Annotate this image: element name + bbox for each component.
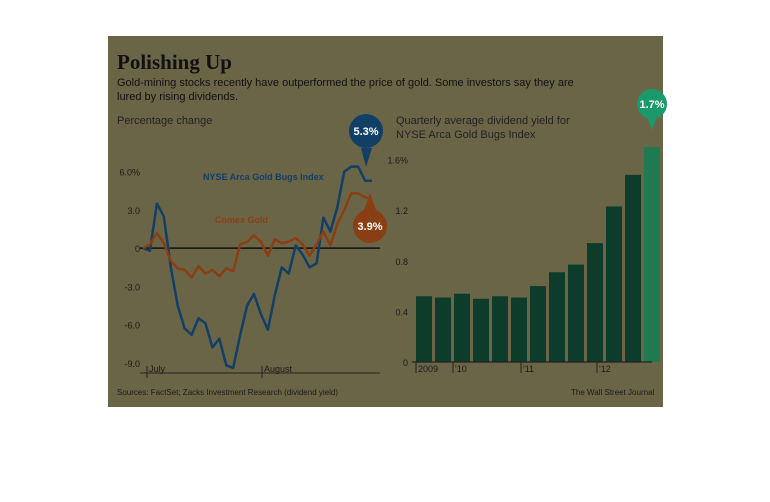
bar: [530, 286, 546, 362]
bar-callout-bubble: [637, 89, 667, 119]
bar: [549, 272, 565, 362]
bar-callout-label: 1.7%: [639, 99, 664, 111]
gold-bugs-line: [142, 165, 372, 370]
bar: [416, 296, 432, 362]
bar: [644, 147, 660, 362]
gold-bugs-callout-pointer: [361, 148, 372, 167]
bar: [625, 174, 641, 362]
y-tick-label-right: 1.2: [395, 206, 408, 216]
comex-end-label: 3.9%: [357, 221, 382, 233]
credit-note: The Wall Street Journal: [571, 388, 655, 397]
bar-x-label: 2009: [418, 364, 438, 374]
bar-x-label: '11: [523, 364, 534, 374]
chart-subtitle: Gold-mining stocks recently have outperf…: [117, 77, 574, 103]
bar: [511, 297, 527, 362]
y-tick-label-left: -6.0: [124, 321, 140, 331]
legend-comex-gold: Comex Gold: [215, 215, 268, 225]
bar: [568, 264, 584, 362]
y-tick-label-left: 0: [135, 244, 140, 254]
bar: [606, 206, 622, 362]
y-tick-label-right: 0.4: [395, 307, 408, 317]
bar: [492, 296, 508, 362]
y-tick-label-left: 6.0%: [119, 168, 140, 178]
x-label-august: August: [264, 364, 293, 374]
bar-x-label: '12: [599, 364, 611, 374]
legend-gold-bugs: NYSE Arca Gold Bugs Index: [203, 172, 324, 182]
y-tick-label-right: 0: [403, 358, 408, 368]
bar: [435, 297, 451, 362]
bar-chart-subtitle: Quarterly average dividend yield for NYS…: [396, 115, 570, 141]
x-label-july: July: [149, 364, 166, 374]
comex-callout-bubble: [353, 209, 387, 243]
bar: [473, 298, 489, 362]
gold-bugs-end-label: 5.3%: [353, 126, 378, 138]
line-chart-subtitle: Percentage change: [117, 115, 213, 127]
bar-x-label: '10: [455, 364, 467, 374]
y-tick-label-left: -9.0: [124, 359, 140, 369]
bar: [587, 243, 603, 362]
y-tick-label-left: 3.0: [127, 206, 140, 216]
chart-title: Polishing Up: [117, 50, 232, 74]
comex-gold-line: [142, 192, 373, 279]
bar: [454, 293, 470, 362]
y-tick-label-right: 1.6%: [387, 156, 408, 166]
comex-callout-pointer: [364, 193, 376, 210]
source-note: Sources: FactSet; Zacks Investment Resea…: [117, 388, 338, 397]
gold-bugs-callout-bubble: [349, 114, 383, 148]
bar-callout-pointer: [647, 116, 657, 130]
y-tick-label-right: 0.8: [395, 257, 408, 267]
y-tick-label-left: -3.0: [124, 282, 140, 292]
